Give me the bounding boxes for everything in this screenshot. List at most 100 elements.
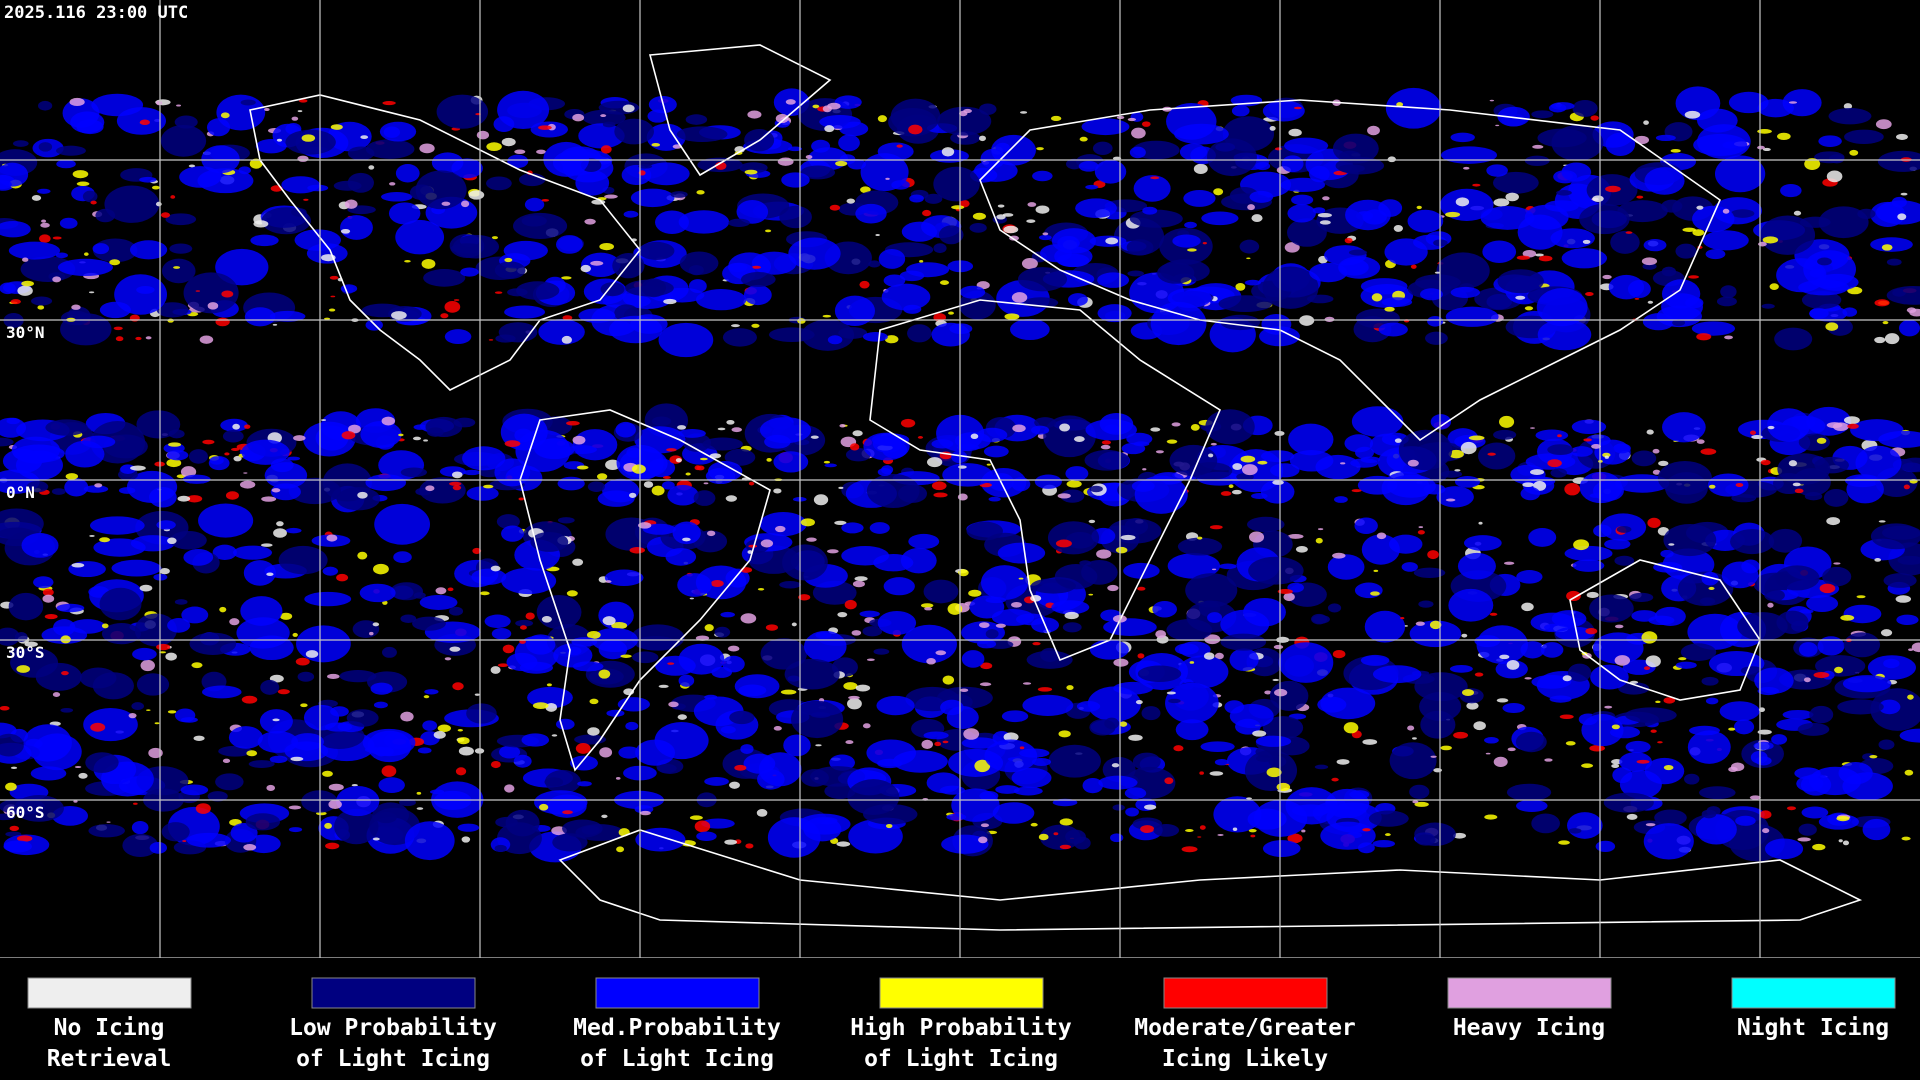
coastline — [249, 94, 642, 391]
icing-patch — [1068, 293, 1088, 307]
icing-patch — [1908, 648, 1914, 652]
icing-patch — [160, 124, 207, 157]
icing-patch — [389, 182, 396, 186]
icing-patch — [760, 539, 774, 548]
icing-patch — [139, 119, 150, 126]
icing-patch — [524, 197, 545, 212]
icing-patch — [1708, 586, 1715, 590]
icing-patch — [83, 485, 109, 493]
icing-patch — [1658, 460, 1669, 466]
icing-patch — [1804, 491, 1823, 501]
icing-patch — [1434, 271, 1441, 274]
icing-patch — [37, 188, 51, 194]
icing-patch — [165, 652, 177, 661]
icing-patch — [1087, 686, 1141, 722]
icing-patch — [1826, 517, 1841, 526]
icing-patch — [1595, 840, 1616, 853]
icing-patch — [519, 625, 527, 630]
icing-patch — [862, 723, 871, 729]
icing-patch — [577, 781, 592, 787]
icing-patch — [1129, 146, 1146, 159]
icing-patch — [598, 669, 611, 679]
icing-patch — [744, 169, 758, 175]
icing-patch — [1769, 283, 1779, 290]
icing-patch — [740, 744, 754, 755]
icing-patch — [1448, 449, 1464, 459]
icing-patch — [1657, 460, 1712, 496]
icing-patch — [221, 290, 234, 298]
icing-patch — [444, 329, 472, 345]
icing-patch — [222, 429, 244, 443]
icing-patch — [1108, 518, 1162, 544]
icing-patch — [88, 824, 125, 838]
icing-patch — [37, 305, 45, 310]
icing-patch — [604, 569, 644, 587]
icing-patch — [805, 154, 813, 160]
icing-patch — [1135, 700, 1143, 705]
icing-patch — [838, 486, 844, 490]
icing-patch — [372, 622, 380, 627]
icing-patch — [453, 299, 460, 301]
icing-patch — [452, 234, 500, 259]
icing-patch — [139, 584, 153, 592]
icing-patch — [720, 611, 735, 618]
icing-patch — [1473, 721, 1486, 731]
icing-patch — [881, 283, 931, 311]
icing-patch — [155, 201, 162, 207]
icing-patch — [207, 302, 219, 310]
icing-patch — [970, 433, 979, 440]
icing-patch — [734, 764, 747, 771]
icing-patch — [1642, 313, 1675, 331]
icing-patch — [1499, 654, 1510, 660]
icing-patch — [1260, 450, 1295, 463]
icing-patch — [1284, 137, 1329, 154]
icing-patch — [837, 611, 848, 618]
icing-patch — [388, 202, 421, 225]
icing-patch — [1842, 772, 1893, 801]
icing-patch — [1684, 110, 1701, 119]
icing-patch — [1668, 543, 1675, 546]
icing-patch — [139, 176, 157, 183]
icing-patch — [460, 267, 479, 277]
icing-patch — [1362, 209, 1387, 225]
icing-patch — [1054, 563, 1098, 590]
icing-patch — [65, 473, 79, 480]
icing-patch — [1409, 784, 1430, 799]
icing-patch — [1833, 562, 1841, 565]
icing-patch — [908, 124, 923, 135]
icing-patch — [919, 259, 924, 263]
icing-patch — [1641, 631, 1658, 644]
icing-patch — [1643, 666, 1651, 671]
icing-patch — [1448, 588, 1494, 622]
icing-patch — [1228, 484, 1234, 489]
icing-patch — [600, 145, 612, 154]
icing-patch — [1800, 773, 1832, 796]
icing-patch — [562, 810, 573, 815]
icing-patch — [1187, 248, 1197, 252]
icing-patch — [1753, 741, 1774, 750]
icing-patch — [863, 432, 910, 461]
icing-patch — [1142, 206, 1158, 215]
icing-patch — [457, 823, 480, 832]
icing-patch — [875, 233, 880, 236]
icing-patch — [1682, 227, 1696, 232]
icing-patch — [643, 481, 654, 488]
icing-patch — [457, 728, 463, 732]
icing-patch — [1528, 527, 1557, 547]
icing-patch — [136, 673, 170, 696]
icing-patch — [271, 488, 281, 493]
icing-patch — [677, 573, 712, 597]
icing-patch — [834, 95, 862, 109]
icing-patch — [1360, 654, 1390, 666]
icing-patch — [1272, 678, 1280, 682]
icing-patch — [1199, 825, 1206, 830]
icing-patch — [1907, 694, 1914, 700]
icing-patch — [416, 791, 422, 795]
icing-patch — [845, 448, 871, 462]
icing-patch — [1229, 648, 1259, 672]
icing-patch — [1696, 439, 1705, 444]
icing-patch — [395, 164, 420, 183]
icing-patch — [128, 712, 137, 719]
icing-patch — [1636, 195, 1644, 199]
icing-patch — [1616, 525, 1632, 533]
